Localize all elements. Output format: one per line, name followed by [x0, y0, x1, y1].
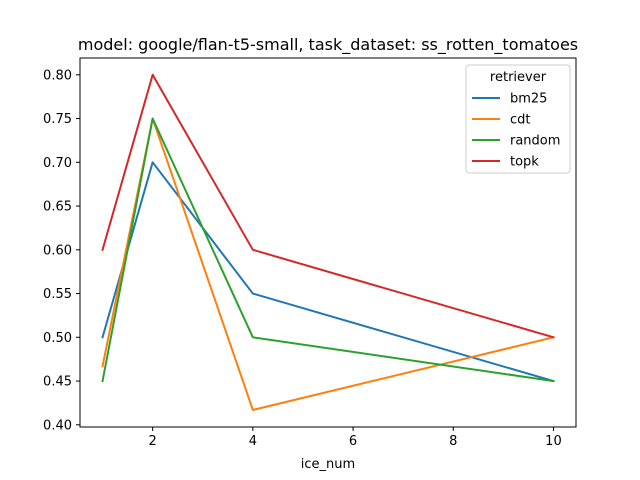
x-tick-label: 4 — [249, 434, 257, 449]
x-tick-label: 10 — [545, 434, 562, 449]
legend-title: retriever — [490, 70, 547, 85]
legend-label-topk: topk — [510, 155, 539, 170]
y-tick-label: 0.45 — [43, 375, 72, 390]
x-axis-title: ice_num — [301, 457, 355, 472]
x-tick-label: 2 — [149, 434, 157, 449]
series-line-cdt — [101, 117, 555, 411]
legend-label-bm25: bm25 — [510, 92, 547, 107]
legend: retriever bm25 cdt random topk — [465, 64, 571, 174]
y-tick-label: 0.75 — [43, 112, 72, 127]
y-tick-label: 0.55 — [43, 287, 72, 302]
series-line-random — [101, 117, 555, 383]
x-tick-label: 8 — [449, 434, 457, 449]
x-tick-label: 6 — [349, 434, 357, 449]
y-tick-label: 0.65 — [43, 200, 72, 215]
legend-frame — [465, 64, 571, 174]
legend-label-cdt: cdt — [510, 113, 531, 128]
y-tick-label: 0.50 — [43, 331, 72, 346]
chart-title: model: google/flan-t5-small, task_datase… — [78, 35, 578, 55]
series-line-topk — [101, 73, 555, 339]
axes-layer: 2 4 6 8 10 0.40 0.45 0.50 0.55 0.60 0.65 0.70 0.75 0.… — [43, 57, 577, 449]
y-tick-label: 0.70 — [43, 156, 72, 171]
legend-label-random: random — [510, 134, 560, 149]
series-layer — [101, 73, 555, 411]
y-tick-label: 0.40 — [43, 418, 72, 433]
legend-entries: bm25 cdt random topk — [472, 92, 560, 170]
y-tick-label: 0.60 — [43, 243, 72, 258]
y-tick-label: 0.80 — [43, 68, 72, 83]
axes-frame — [79, 57, 577, 428]
